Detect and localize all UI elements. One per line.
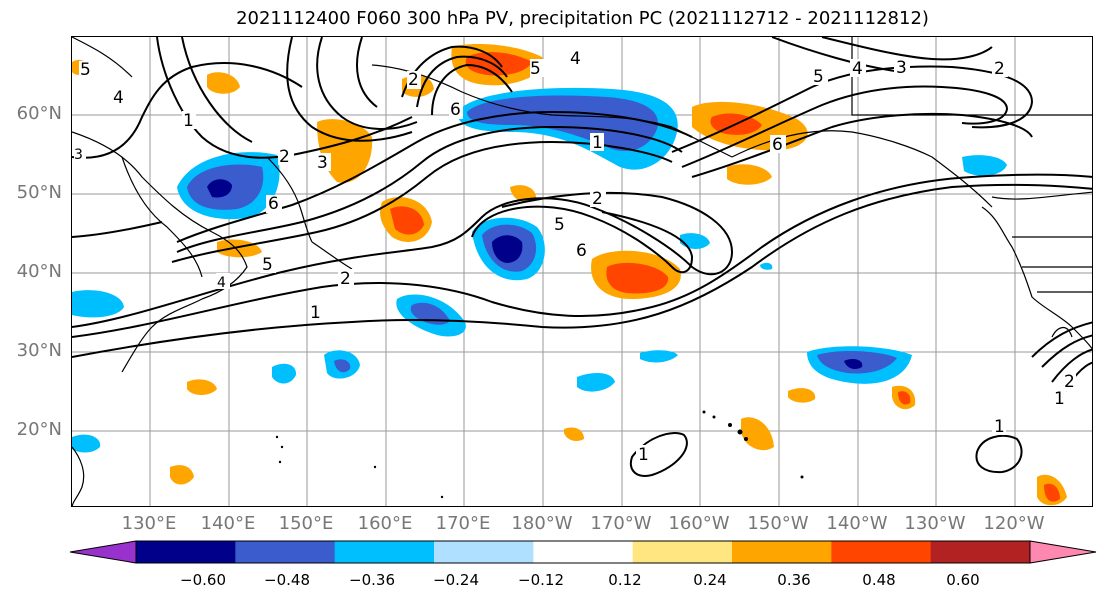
- contour-label-group: 1 2 2 3 5 6 4 5 6 2 1 6 2 4 5 5 4 3 2 6 …: [74, 49, 1076, 465]
- colorbar-segment: [831, 541, 932, 563]
- colorbar: [69, 540, 1097, 564]
- map-canvas: 1 2 2 3 5 6 4 5 6 2 1 6 2 4 5 5 4 3 2 6 …: [72, 37, 1092, 506]
- lon-label-140e: 140°E: [200, 513, 256, 534]
- contour-label: 1: [592, 133, 603, 153]
- colorbar-segment: [632, 541, 733, 563]
- map-title: 2021112400 F060 300 hPa PV, precipitatio…: [236, 8, 929, 29]
- colorbar-segment: [930, 541, 1031, 563]
- lon-label-120w: 120°W: [983, 513, 1045, 534]
- lon-label-170e: 170°E: [435, 513, 491, 534]
- contour-label: 5: [530, 59, 541, 79]
- lat-label-20: 20°N: [16, 419, 62, 440]
- contour-label: 6: [772, 135, 783, 155]
- contour-label: 1: [638, 445, 649, 465]
- lat-label-60: 60°N: [16, 103, 62, 124]
- colorbar-segment: [533, 541, 634, 563]
- colorbar-tick-label: −0.36: [349, 571, 395, 589]
- colorbar-segment: [136, 541, 236, 563]
- lon-label-170w: 170°W: [590, 513, 652, 534]
- contour-label: 1: [310, 303, 321, 323]
- contour-label: 2: [592, 189, 603, 209]
- colorbar-segment: [1029, 540, 1097, 564]
- contour-label: 2: [994, 59, 1005, 79]
- contour-label: 2: [340, 269, 351, 289]
- lon-label-160e: 160°E: [357, 513, 413, 534]
- islands: [275, 410, 804, 499]
- contour-label: 5: [554, 215, 565, 235]
- lon-label-140w: 140°W: [826, 513, 888, 534]
- colorbar-tick-label: 0.12: [608, 571, 642, 589]
- colorbar-tick-label: −0.24: [433, 571, 479, 589]
- contour-label: 1: [183, 111, 194, 131]
- colorbar-tick-label: 0.36: [777, 571, 811, 589]
- colorbar-tick-label: 0.24: [693, 571, 727, 589]
- contour-label: 4: [217, 275, 226, 291]
- colorbar-segment: [732, 541, 832, 563]
- contour-label: 4: [570, 49, 581, 69]
- colorbar-segment: [334, 541, 435, 563]
- lon-label-160w: 160°W: [668, 513, 730, 534]
- lon-label-150w: 150°W: [747, 513, 809, 534]
- colorbar-tick-label: 0.48: [862, 571, 896, 589]
- colorbar-segment: [235, 541, 336, 563]
- pv-contours: [72, 37, 1092, 477]
- contour-label: 5: [262, 255, 273, 275]
- contour-label: 1: [994, 417, 1005, 437]
- contour-label: 3: [896, 58, 907, 78]
- colorbar-segments: [69, 540, 1097, 564]
- contour-label: 5: [813, 67, 824, 87]
- contour-label: 1: [1054, 389, 1065, 409]
- colorbar-tick-label: −0.12: [518, 571, 564, 589]
- colorbar-tick-label: −0.60: [180, 571, 226, 589]
- contour-label: 6: [450, 100, 461, 120]
- contour-label: 3: [74, 147, 83, 163]
- contour-label: 2: [1064, 372, 1075, 392]
- lon-label-130w: 130°W: [904, 513, 966, 534]
- contour-label: 2: [279, 147, 290, 167]
- lat-label-30: 30°N: [16, 340, 62, 361]
- contour-label: 4: [852, 59, 863, 79]
- contour-label: 6: [576, 241, 587, 261]
- lat-label-50: 50°N: [16, 182, 62, 203]
- colorbar-tick-label: 0.60: [946, 571, 980, 589]
- lon-label-180w: 180°W: [511, 513, 573, 534]
- colorbar-segment: [434, 541, 534, 563]
- colorbar-segment: [69, 540, 137, 564]
- lat-label-40: 40°N: [16, 261, 62, 282]
- map-panel: 1 2 2 3 5 6 4 5 6 2 1 6 2 4 5 5 4 3 2 6 …: [71, 36, 1093, 507]
- lon-label-130e: 130°E: [121, 513, 177, 534]
- contour-label: 2: [408, 70, 419, 90]
- colorbar-tick-label: −0.48: [264, 571, 310, 589]
- lon-label-150e: 150°E: [278, 513, 334, 534]
- contour-label: 3: [317, 153, 328, 173]
- contour-label: 6: [268, 194, 279, 214]
- contour-label: 4: [113, 88, 124, 108]
- contour-label: 5: [80, 60, 91, 80]
